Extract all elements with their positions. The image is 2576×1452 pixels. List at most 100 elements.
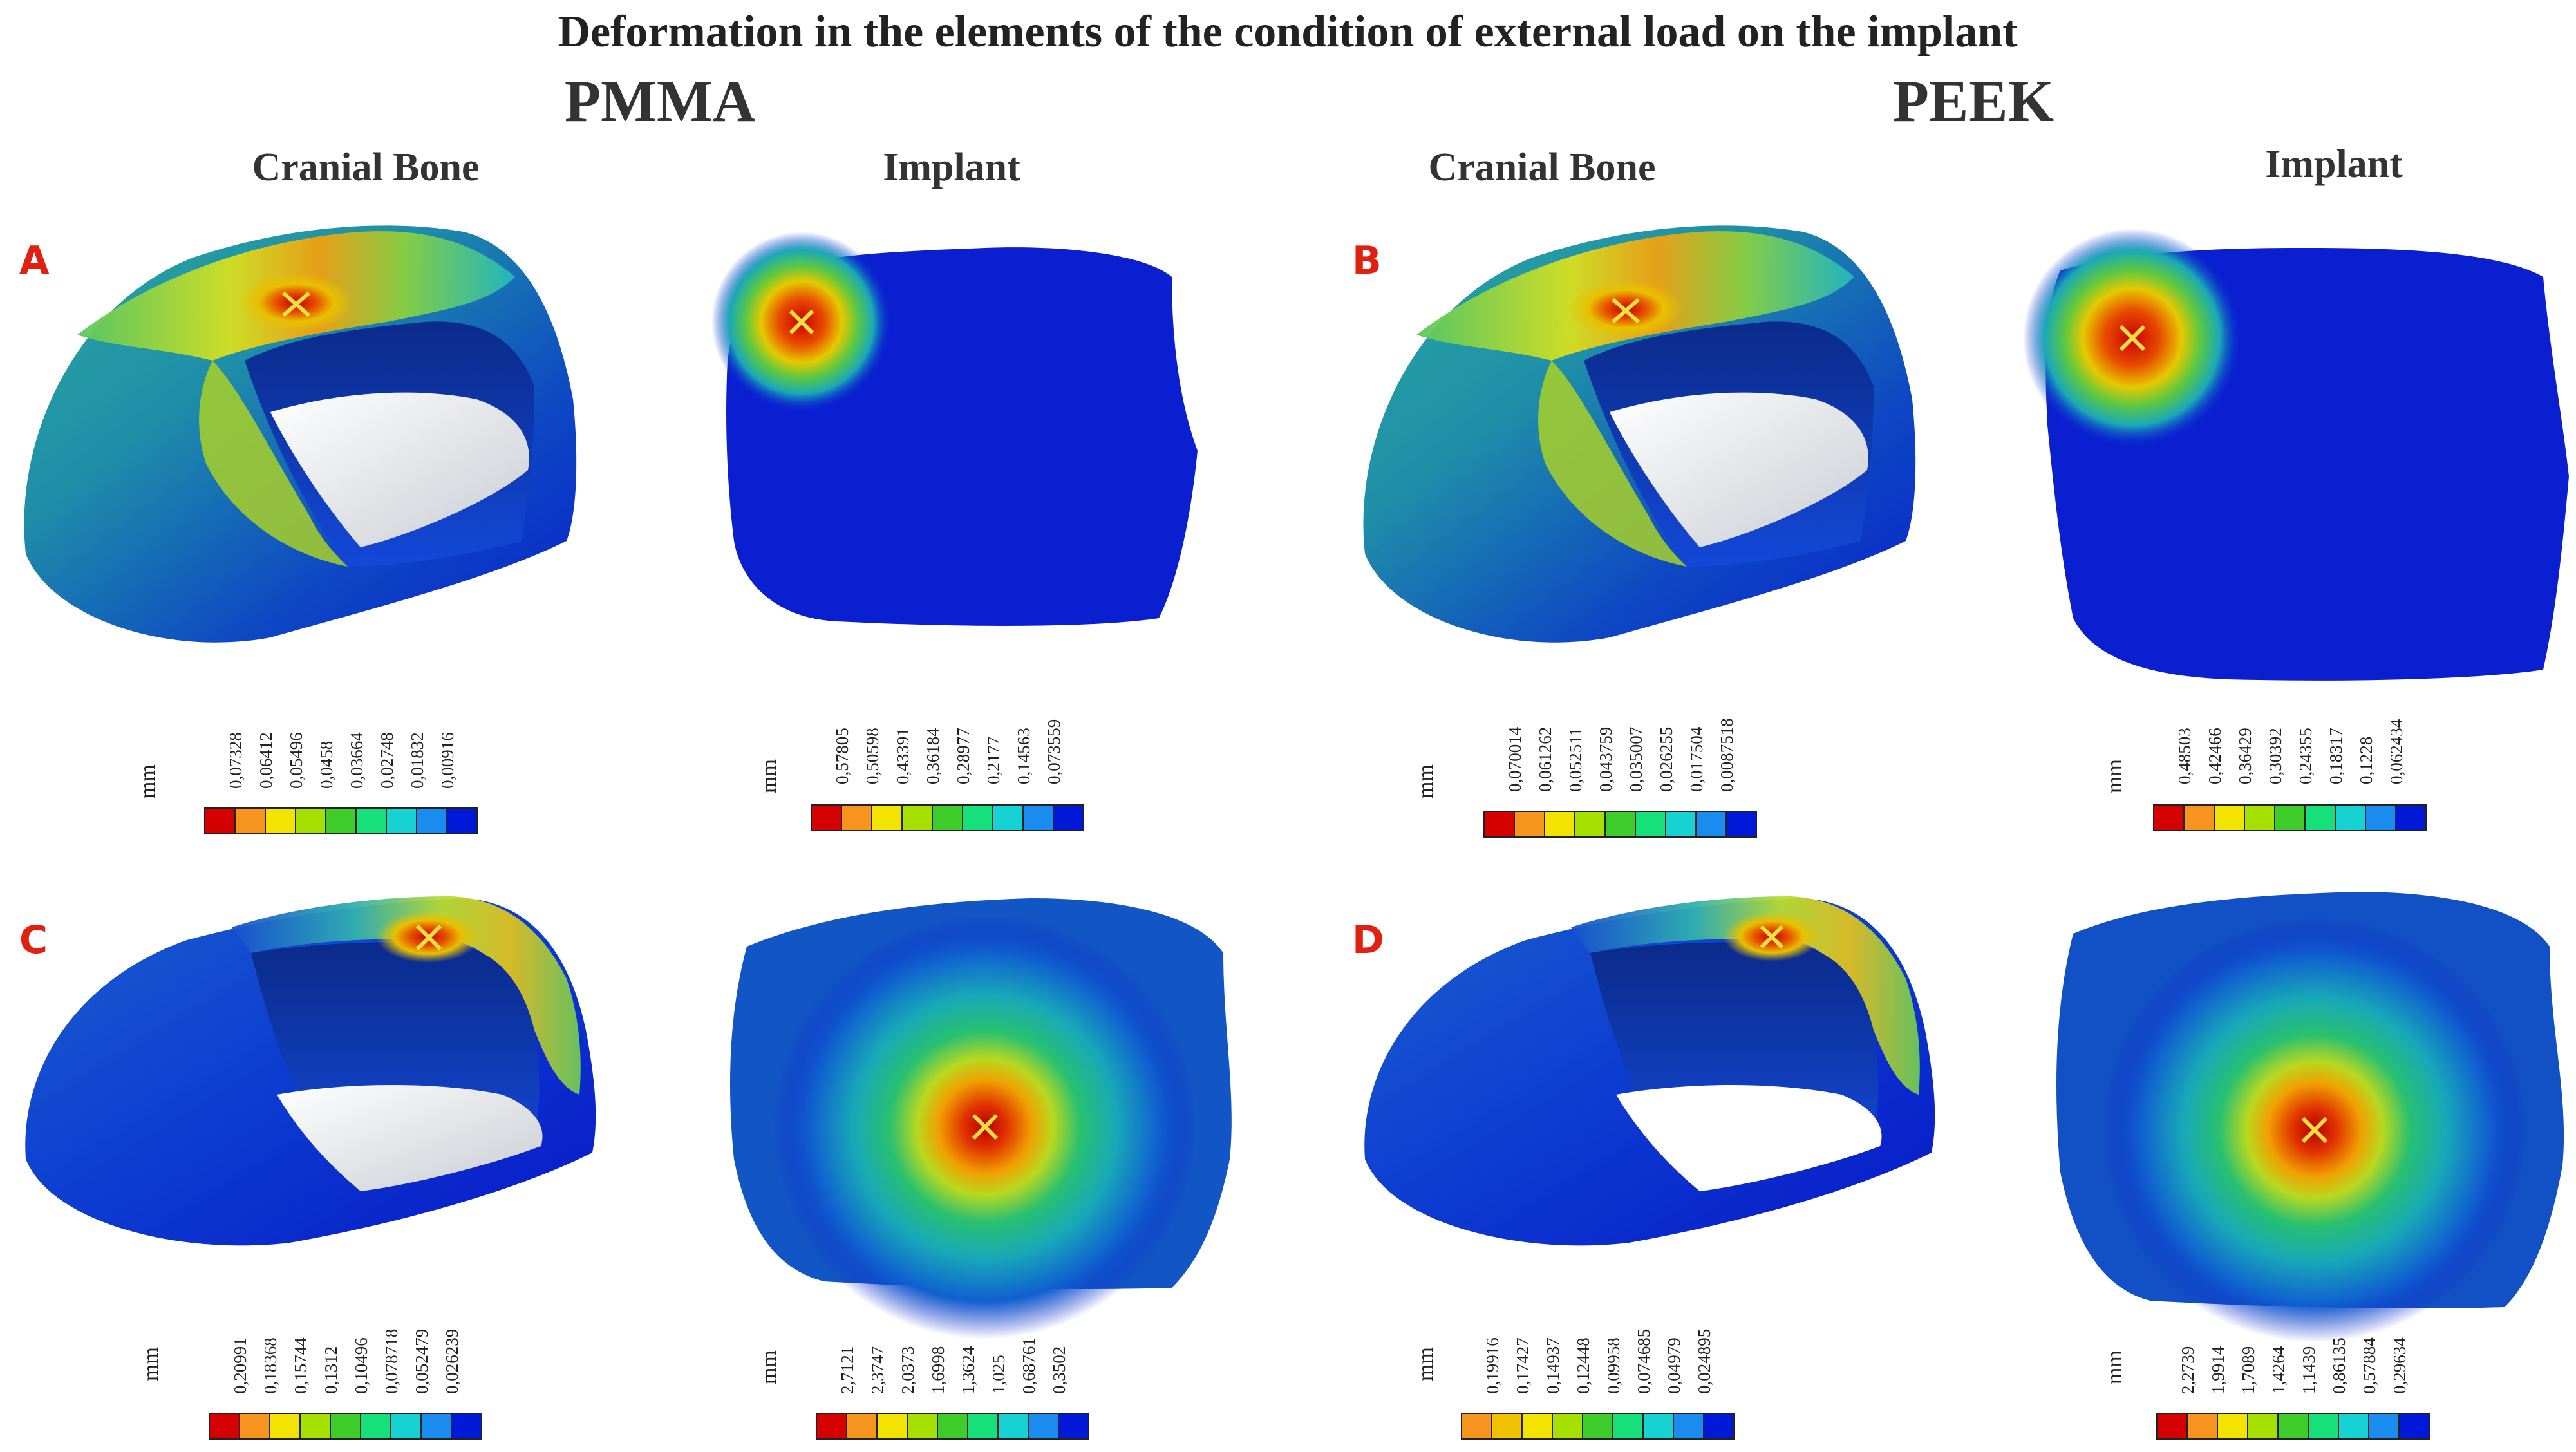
colorbar-unit-label: mm (136, 764, 160, 798)
colorbar-segment (2304, 804, 2336, 831)
colorbar-segment (1514, 811, 1545, 838)
colorbar-tick-label: 0,1228 (2356, 737, 2376, 784)
colorbar-segment (1665, 811, 1697, 838)
colorbar-2: mm 0,57805 0,50598 0,43391 0,36184 0,28977 0,2… (757, 719, 1084, 831)
colorbar-tick-label: 0,43391 (893, 728, 912, 784)
implant-model-d (2056, 892, 2564, 1343)
colorbar-segment (2214, 804, 2245, 831)
colorbar-segment (2186, 1413, 2218, 1440)
colorbar-tick-label: 0,20991 (230, 1337, 250, 1394)
figure-title: Deformation in the elements of the condi… (558, 7, 2017, 57)
colorbar-tick-label: 2,3747 (868, 1346, 887, 1394)
colorbar-segment (1491, 1413, 1523, 1440)
colorbar-tick-label: 0,052511 (1566, 728, 1585, 792)
cranial-bone-model-b (1363, 225, 1916, 643)
colorbar-tick-label: 0,070014 (1505, 726, 1525, 792)
colorbar-segment (876, 1413, 908, 1440)
colorbar-tick-label: 1,9914 (2208, 1346, 2228, 1394)
colorbar-tick-label: 0,026255 (1657, 727, 1676, 792)
colorbar-segment (1028, 1413, 1059, 1440)
colorbar-7: mm 0,19916 0,17427 0,14937 0,12448 0,09958 0,0… (1414, 1329, 1735, 1440)
colorbar-segment (811, 804, 842, 831)
colorbar-tick-label: 2,0373 (898, 1346, 917, 1394)
colorbar-tick-label: 0,035007 (1626, 727, 1646, 792)
colorbar-segment (907, 1413, 938, 1440)
colorbar-tick-label: 0,2177 (984, 737, 1003, 784)
colorbar-segment (1058, 1413, 1089, 1440)
colorbar-tick-label: 0,17427 (1513, 1337, 1532, 1394)
colorbar-segment (871, 804, 903, 831)
colorbar-segment (2274, 804, 2306, 831)
colorbar-segment (2277, 1413, 2309, 1440)
colorbar-tick-label: 0,062434 (2387, 719, 2406, 784)
group-label-pmma: PMMA (565, 68, 755, 134)
colorbar-segment (1612, 1413, 1644, 1440)
colorbar-segment (816, 1413, 847, 1440)
colorbar-segment (1461, 1413, 1492, 1440)
colorbar-tick-label: 0,42466 (2205, 728, 2224, 784)
colorbar-tick-label: 0,36429 (2235, 728, 2255, 784)
group-label-peek: PEEK (1893, 68, 2054, 134)
colorbar-tick-label: 0,02748 (377, 732, 397, 789)
colorbar-segment (1725, 811, 1757, 838)
colorbar-segment (1635, 811, 1666, 838)
colorbar-unit-label: mm (1414, 1347, 1438, 1381)
colorbar-segment (2335, 804, 2366, 831)
colorbar-tick-label: 0,30392 (2266, 728, 2285, 784)
colorbar-tick-label: 0,01832 (408, 732, 427, 789)
colorbar-tick-label: 0,024895 (1695, 1329, 1714, 1394)
colorbar-tick-label: 0,12448 (1574, 1337, 1593, 1394)
colorbar-segment (420, 1413, 452, 1440)
column-label-peek-implant: Implant (2265, 142, 2403, 186)
colorbar-segment (846, 1413, 878, 1440)
colorbar-4: mm 0,48503 0,42466 0,36429 0,30392 0,24355 0,1… (2103, 719, 2427, 831)
colorbar-segment (1703, 1413, 1735, 1440)
colorbar-unit-label: mm (757, 1350, 781, 1384)
colorbar-segment (299, 1413, 331, 1440)
colorbar-segment (2217, 1413, 2248, 1440)
column-label-peek-bone: Cranial Bone (1428, 146, 1655, 189)
colorbar-segment (962, 804, 993, 831)
colorbar-tick-label: 2,7121 (838, 1346, 857, 1394)
colorbar-tick-label: 0,073559 (1044, 719, 1064, 784)
colorbar-tick-label: 0,10496 (352, 1337, 371, 1394)
cranial-bone-model-a (24, 225, 577, 643)
colorbar-unit-label: mm (139, 1347, 163, 1381)
colorbar-segment (1574, 811, 1606, 838)
colorbars: mm 0,07328 0,06412 0,05496 0,0458 0,03664 0,02… (136, 718, 2430, 1440)
colorbar-tick-label: 0,57805 (832, 728, 852, 784)
colorbar-tick-label: 0,07328 (226, 732, 245, 789)
colorbar-3: mm 0,070014 0,061262 0,052511 0,043759 0,0350… (1414, 718, 1757, 838)
cranial-bone-model-d (1364, 896, 1935, 1246)
colorbar-6: mm 2,7121 2,3747 2,0373 1,6998 1,3624 1,025 0,6… (757, 1337, 1089, 1440)
implant-model-a (711, 232, 1198, 626)
colorbar-tick-label: 0,03664 (347, 732, 366, 789)
colorbar-segment (2308, 1413, 2339, 1440)
colorbar-tick-label: 0,05496 (287, 732, 306, 789)
colorbar-segment (1695, 811, 1727, 838)
colorbar-tick-label: 0,68761 (1019, 1337, 1039, 1394)
colorbar-tick-label: 0,061262 (1536, 727, 1555, 792)
colorbar-segment (2183, 804, 2215, 831)
panel-letter-c: C (19, 918, 48, 963)
colorbar-segment (1544, 811, 1575, 838)
colorbar-tick-label: 0,86135 (2329, 1337, 2349, 1394)
colorbar-tick-label: 0,00916 (438, 732, 457, 789)
colorbar-tick-label: 0,026239 (442, 1329, 462, 1394)
column-label-pmma-bone: Cranial Bone (252, 146, 479, 189)
colorbar-segment (1604, 811, 1636, 838)
colorbar-segment (2244, 804, 2275, 831)
colorbar-tick-label: 0,06412 (256, 732, 276, 789)
colorbar-tick-label: 0,0458 (317, 741, 336, 789)
colorbar-segment (937, 1413, 968, 1440)
colorbar-tick-label: 0,078718 (382, 1329, 401, 1394)
column-label-pmma-implant: Implant (883, 146, 1020, 189)
colorbar-tick-label: 1,025 (989, 1355, 1008, 1394)
colorbar-tick-label: 1,4264 (2269, 1346, 2288, 1394)
colorbar-tick-label: 0,09958 (1604, 1337, 1623, 1394)
colorbar-segment (265, 807, 296, 834)
colorbar-segment (841, 804, 872, 831)
colorbar-segment (2338, 1413, 2369, 1440)
colorbar-segment (2153, 804, 2185, 831)
